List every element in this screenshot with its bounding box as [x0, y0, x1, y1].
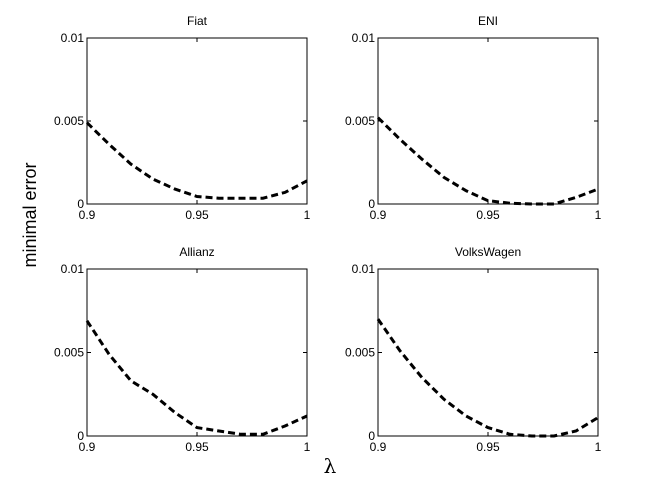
y-tick-label: 0.01: [352, 31, 376, 45]
subplot-title: Allianz: [179, 245, 214, 259]
y-tick-label: 0.01: [61, 262, 85, 276]
subplot-2: ENI 0.9 0.95 1 0 0.005 0.01: [345, 14, 602, 222]
y-tick-label: 0.005: [54, 346, 84, 360]
y-tick-label: 0.005: [54, 114, 84, 128]
axes-box: [86, 37, 308, 205]
y-tick-label: 0: [77, 197, 84, 211]
x-tick-label: 0.95: [185, 208, 209, 222]
axes-box: [377, 268, 599, 437]
x-tick-label: 1: [304, 208, 311, 222]
series-line: [376, 318, 599, 438]
subplot-title: ENI: [478, 14, 498, 28]
axes-box: [86, 268, 308, 437]
y-tick-label: 0.005: [345, 346, 375, 360]
x-tick-label: 1: [304, 440, 311, 454]
y-tick-label: 0: [368, 197, 375, 211]
subplot-title: Fiat: [187, 14, 208, 28]
subplot-title: VolksWagen: [455, 245, 521, 259]
x-tick-label: 1: [595, 440, 602, 454]
y-tick-label: 0: [368, 429, 375, 443]
subplot-4: VolksWagen 0.9 0.95 1 0 0.005 0.01: [345, 245, 602, 454]
subplot-3: Allianz 0.9 0.95 1 0 0.005 0.01: [54, 245, 311, 454]
axes-box: [377, 37, 599, 205]
x-tick-label: 0.95: [476, 208, 500, 222]
x-tick-label: 0.9: [370, 208, 387, 222]
x-tick-label: 0.9: [79, 440, 96, 454]
series-line: [85, 319, 308, 436]
x-tick-label: 0.95: [185, 440, 209, 454]
x-tick-label: 0.9: [370, 440, 387, 454]
x-tick-label: 0.9: [79, 208, 96, 222]
y-tick-label: 0.01: [352, 262, 376, 276]
series-line: [85, 121, 308, 200]
subplot-grid: Fiat 0.9 0.95 1 0 0.005 0.01 ENI 0.9 0.95 1 0 0.005 0…: [54, 14, 602, 454]
series-line: [376, 116, 599, 206]
x-tick-label: 0.95: [476, 440, 500, 454]
y-tick-label: 0.005: [345, 114, 375, 128]
subplot-1: Fiat 0.9 0.95 1 0 0.005 0.01: [54, 14, 311, 222]
figure-xlabel: λ: [324, 454, 337, 478]
x-tick-label: 1: [595, 208, 602, 222]
figure-ylabel: minimal error: [20, 162, 40, 267]
y-tick-label: 0: [77, 429, 84, 443]
y-tick-label: 0.01: [61, 31, 85, 45]
